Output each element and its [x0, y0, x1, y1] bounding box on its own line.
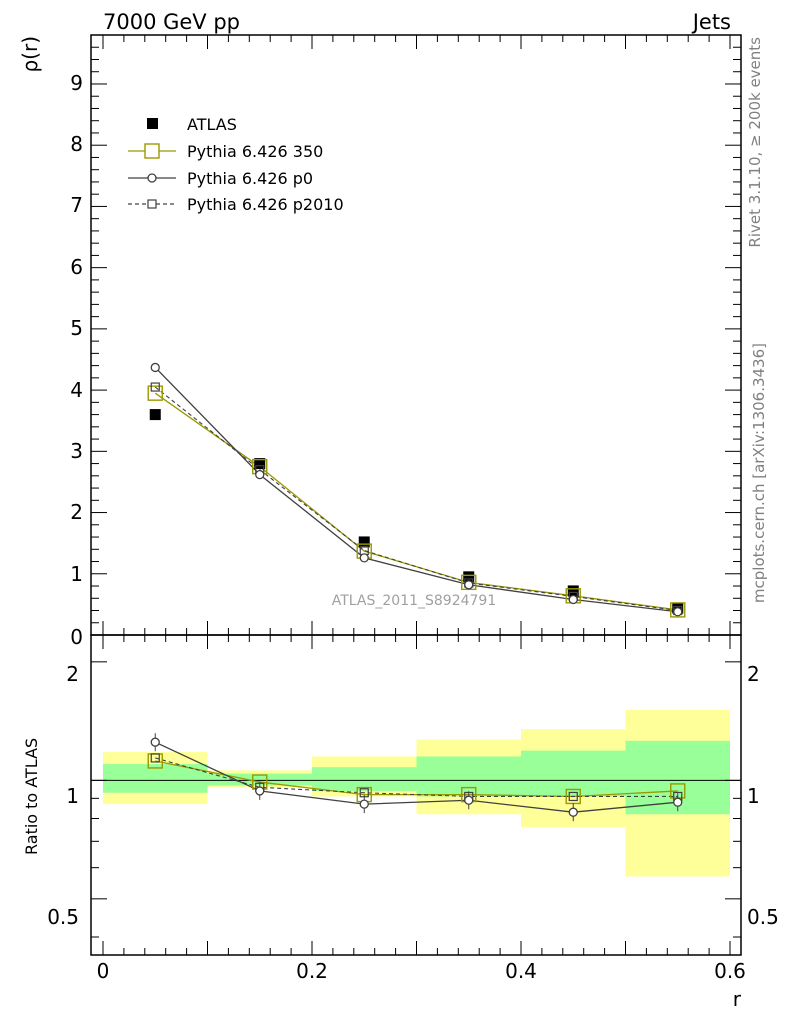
main-y-tick-label: 2	[70, 500, 83, 524]
ratio-band-green	[207, 773, 312, 786]
main-point-pythia-p0	[568, 594, 578, 605]
ratio-point-pythia-p2010	[568, 791, 578, 802]
ratio-point-pythia-p0	[150, 737, 160, 747]
ratio-band-green	[312, 767, 417, 791]
main-point-atlas	[358, 536, 370, 548]
ratio-y-tick-label-right: 1	[747, 784, 760, 808]
main-series-line-pythia-p0	[154, 366, 678, 613]
ratio-point-pythia-p0	[673, 797, 683, 807]
axis-ticks	[91, 35, 741, 955]
legend-marker-atlas	[147, 118, 158, 129]
ratio-point-pythia-p0	[568, 807, 578, 817]
ratio-y-tick-label: 1	[66, 784, 79, 808]
mcplots-info: mcplots.cern.ch [arXiv:1306.3436]	[750, 343, 768, 603]
ratio-band-green	[416, 756, 521, 797]
legend-label-atlas: ATLAS	[187, 115, 237, 134]
main-point-pythia-p0	[255, 469, 265, 480]
main-series-line-pythia-350	[154, 392, 678, 611]
main-y-tick-label: 3	[70, 439, 83, 463]
legend-label-p2010: Pythia 6.426 p2010	[187, 195, 344, 214]
main-y-tick-label: 4	[70, 378, 83, 402]
main-point-pythia-p2010	[150, 382, 160, 392]
ratio-series-line-pythia-350	[155, 760, 678, 798]
ratio-point-pythia-p0	[359, 799, 369, 809]
legend-marker-p2010	[147, 199, 157, 209]
main-point-atlas	[254, 458, 266, 470]
ratio-y-tick-label: 2	[66, 662, 79, 686]
main-y-tick-label: 0	[70, 625, 83, 649]
analysis-label: ATLAS_2011_S8924791	[332, 593, 497, 609]
ratio-y-tick-label: 0.5	[47, 905, 79, 929]
main-series-line-pythia-p2010	[154, 386, 678, 612]
data-markers	[147, 362, 686, 822]
ratio-point-pythia-p2010	[150, 753, 160, 763]
x-tick-label: 0.4	[505, 959, 537, 983]
rivet-info: Rivet 3.1.10, ≥ 200k events	[746, 37, 764, 248]
main-y-tick-label: 9	[70, 71, 83, 95]
main-point-pythia-p0	[673, 607, 683, 617]
main-y-axis-title: ρ(r)	[18, 36, 42, 73]
ratio-y-axis-title: Ratio to ATLAS	[22, 738, 41, 855]
ratio-y-tick-label-right: 0.5	[747, 905, 779, 929]
ratio-plot-frame	[90, 634, 742, 956]
x-tick-label: 0	[97, 959, 110, 983]
ratio-band-green	[103, 764, 208, 793]
main-y-tick-label: 8	[70, 132, 83, 156]
main-point-pythia-350	[147, 385, 163, 401]
energy-title: 7000 GeV pp	[103, 10, 240, 34]
main-y-tick-label: 1	[70, 562, 83, 586]
main-point-pythia-p0	[150, 362, 160, 373]
main-y-tick-label: 7	[70, 193, 83, 217]
legend-marker-p0	[147, 173, 157, 183]
main-point-pythia-p0	[464, 580, 474, 590]
main-y-tick-label: 6	[70, 255, 83, 279]
ratio-series-line-pythia-p0	[154, 741, 678, 813]
main-point-pythia-350	[670, 602, 686, 618]
main-point-atlas	[567, 585, 579, 597]
ratio-point-pythia-p0	[255, 786, 265, 796]
process-title: Jets	[691, 10, 731, 34]
legend: ATLAS Pythia 6.426 350 Pythia 6.426 p0 P…	[128, 115, 344, 214]
main-y-tick-label: 5	[70, 316, 83, 340]
legend-marker-350	[144, 143, 160, 159]
main-point-atlas	[463, 571, 475, 583]
legend-label-p0: Pythia 6.426 p0	[187, 169, 313, 188]
legend-label-350: Pythia 6.426 350	[187, 142, 323, 161]
ratio-point-pythia-p0	[464, 795, 474, 805]
ratio-y-tick-label-right: 2	[747, 662, 760, 686]
main-point-atlas	[149, 409, 161, 421]
x-tick-label: 0.2	[296, 959, 328, 983]
x-tick-label: 0.6	[714, 959, 746, 983]
series-lines	[154, 366, 678, 813]
x-axis-title: r	[733, 987, 742, 1011]
main-point-pythia-p0	[359, 553, 369, 563]
